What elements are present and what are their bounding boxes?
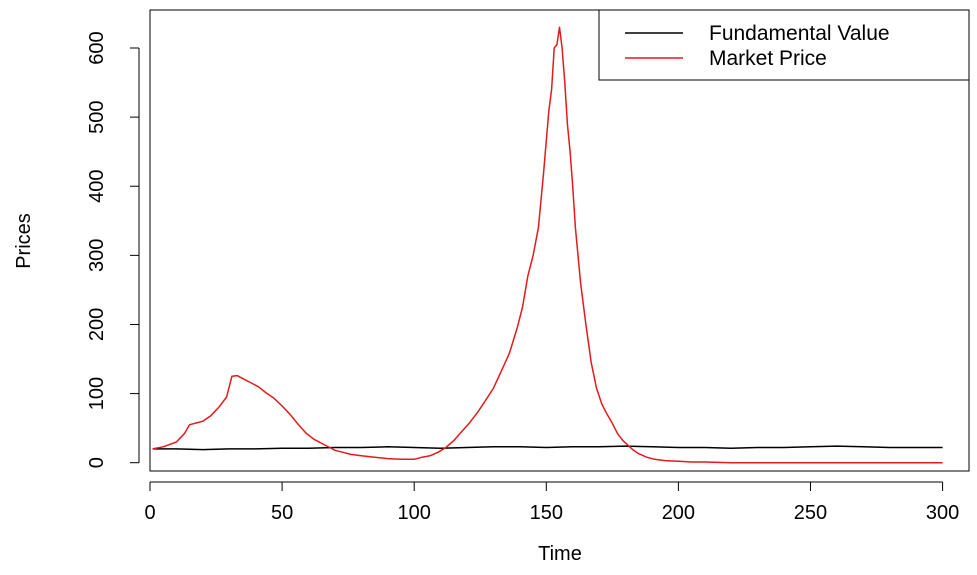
y-tick-label: 0 [86,457,108,468]
legend-box [598,9,970,81]
plot-frame [149,9,970,472]
x-tick-label: 50 [271,502,293,524]
legend-label-fundamental-value: Fundamental Value [709,22,890,45]
x-tick-label: 100 [398,502,431,524]
y-tick-label: 300 [86,239,108,272]
y-axis: 0 100 200 300 400 500 600 [86,31,140,468]
x-tick-label: 300 [926,502,959,524]
x-tick-label: 200 [662,502,695,524]
legend-label-market-price: Market Price [709,47,827,70]
y-tick-label: 100 [86,377,108,410]
y-tick-label: 400 [86,170,108,203]
market-price-line [152,26,943,464]
x-axis: 0 50 100 150 200 250 300 [144,481,959,524]
y-tick-label: 600 [86,31,108,64]
x-axis-label: Time [538,543,582,565]
x-tick-label: 150 [530,502,563,524]
y-tick-label: 500 [86,100,108,133]
x-tick-label: 250 [794,502,827,524]
series-layer [152,26,943,464]
y-axis-label: Prices [13,213,35,269]
y-tick-label: 200 [86,308,108,341]
fundamental-value-line [152,445,943,451]
x-tick-label: 0 [144,502,155,524]
